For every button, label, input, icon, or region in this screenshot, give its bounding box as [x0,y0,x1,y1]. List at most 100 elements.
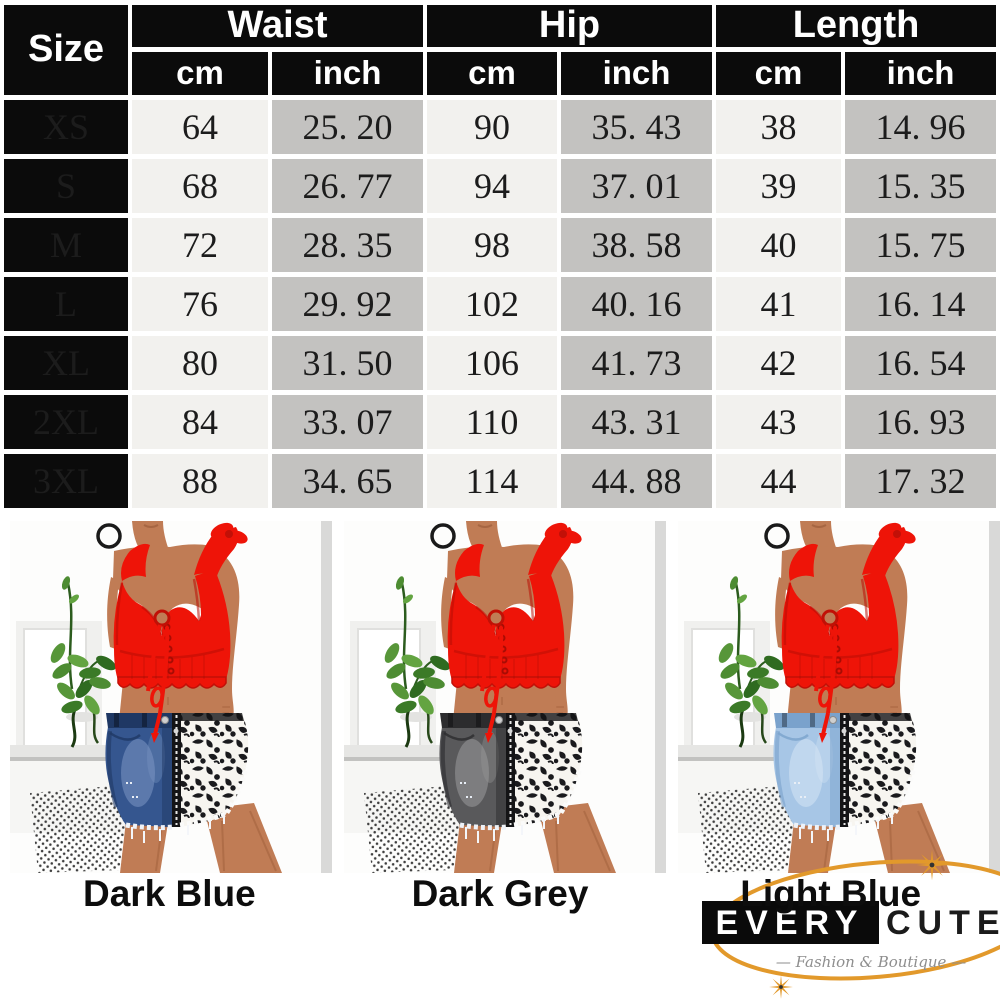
table-row: XS 64 25. 20 90 35. 43 38 14. 96 [4,99,997,154]
waist-button [829,715,837,724]
brand-tagline: — Fashion & Boutique — [776,953,966,971]
table-row: M 72 28. 35 98 38. 58 40 15. 75 [4,217,997,272]
value-cell: 102 [427,276,557,331]
value-cell: 16. 93 [845,394,997,449]
value-cell: 15. 75 [845,217,997,272]
value-cell: 31. 50 [272,335,423,390]
size-cell: 3XL [4,453,128,508]
size-cell: M [4,217,128,272]
product-photo-dark-blue [10,520,332,873]
waist-cm-header: cm [132,51,268,95]
keyhole-ring [487,609,505,627]
value-cell: 64 [132,99,268,154]
color-label-dark-blue: Dark Blue [82,872,256,914]
size-chart-body: XS 64 25. 20 90 35. 43 38 14. 96 S 68 26. 77 94 37.… [4,99,997,508]
red-crop-top [447,522,582,689]
value-cell: 33. 07 [272,394,423,449]
tie-ribbons [814,624,838,743]
ruffle-hem [785,676,895,689]
tie-ribbons [146,624,170,743]
value-cell: 42 [716,335,841,390]
hip-inch-header: inch [561,51,712,95]
value-cell: 29. 92 [272,276,423,331]
hoop-earring-icon [96,523,122,549]
value-cell: 41. 73 [561,335,712,390]
frayed-hem [125,822,174,830]
sparkle-icon [916,849,948,881]
product-photos [0,520,1000,873]
plant [718,576,784,748]
keyhole-ring [153,609,171,627]
pocket-seam [443,731,475,741]
value-cell: 76 [132,276,268,331]
color-captions: Dark Blue Dark Grey Light Blue [0,875,1000,912]
value-cell: 84 [132,394,268,449]
table-row: L 76 29. 92 102 40. 16 41 16. 14 [4,276,997,331]
value-cell: 40 [716,217,841,272]
value-cell: 43. 31 [561,394,712,449]
model-photo-illustration [678,520,1000,873]
value-cell: 16. 14 [845,276,997,331]
value-cell: 88 [132,453,268,508]
ruffle-hem [117,676,227,689]
tie-ribbons [480,624,504,743]
pocket-seam [109,731,141,741]
value-cell: 17. 32 [845,453,997,508]
size-cell: L [4,276,128,331]
value-cell: 37. 01 [561,158,712,213]
value-cell: 34. 65 [272,453,423,508]
value-cell: 80 [132,335,268,390]
waist-group-header: Waist [132,4,423,47]
size-cell: 2XL [4,394,128,449]
size-cell: XS [4,99,128,154]
waist-button [495,715,503,724]
table-row: 2XL 84 33. 07 110 43. 31 43 16. 93 [4,394,997,449]
photo-edge-strip [989,520,1000,873]
product-photo-light-blue [678,520,1000,873]
midriff [453,680,557,721]
value-cell: 16. 54 [845,335,997,390]
value-cell: 114 [427,453,557,508]
value-cell: 38 [716,99,841,154]
value-cell: 106 [427,335,557,390]
value-cell: 43 [716,394,841,449]
value-cell: 72 [132,217,268,272]
distress-marks [126,781,139,798]
hoop-earring-icon [430,523,456,549]
distress-marks [460,781,473,798]
midriff [119,680,223,721]
hip-cm-header: cm [427,51,557,95]
value-cell: 68 [132,158,268,213]
length-group-header: Length [716,4,997,47]
table-row: S 68 26. 77 94 37. 01 39 15. 35 [4,158,997,213]
value-cell: 28. 35 [272,217,423,272]
value-cell: 41 [716,276,841,331]
photo-edge-strip [321,520,332,873]
value-cell: 94 [427,158,557,213]
frayed-hem [459,822,508,830]
length-cm-header: cm [716,51,841,95]
tagline-text: Fashion & Boutique [795,953,947,971]
size-cell: S [4,158,128,213]
distress-marks [794,781,807,798]
length-inch-header: inch [845,51,997,95]
waist-inch-header: inch [272,51,423,95]
size-column-header: Size [4,5,128,95]
product-photo-dark-grey [344,520,666,873]
size-chart-table: Size Waist Hip Length cm inch cm inch cm… [4,4,997,508]
value-cell: 44 [716,453,841,508]
value-cell: 15. 35 [845,158,997,213]
value-cell: 44. 88 [561,453,712,508]
waist-button [161,715,169,724]
hoop-earring-icon [764,523,790,549]
model-photo-illustration [344,520,666,873]
size-cell: XL [4,335,128,390]
model-photo-illustration [10,520,332,873]
two-tone-skirt [773,712,917,843]
plant [50,576,116,748]
leopard-half [848,712,917,827]
value-cell: 98 [427,217,557,272]
value-cell: 25. 20 [272,99,423,154]
brand-logo: EVERY CUTE — Fashion & Boutique — [688,848,1000,1000]
frayed-hem [793,822,842,830]
